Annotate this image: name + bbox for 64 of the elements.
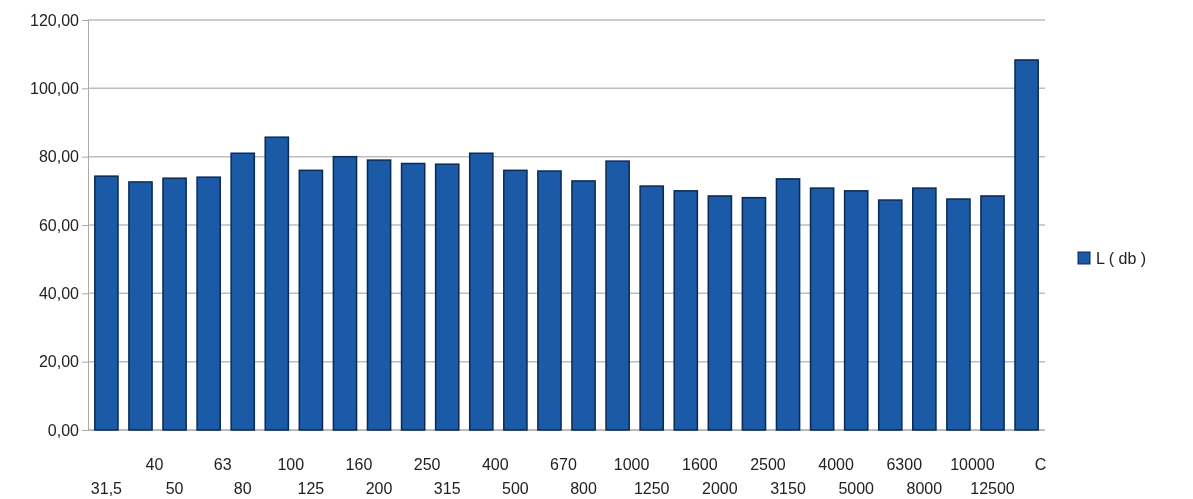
x-tick-label: 1250 xyxy=(633,480,670,497)
x-tick-label: 50 xyxy=(165,480,184,497)
bar xyxy=(605,160,630,431)
bar xyxy=(741,196,767,431)
y-tick-label: 100,00 xyxy=(30,79,80,97)
bar xyxy=(775,178,801,431)
x-tick-label: 2000 xyxy=(702,480,738,497)
bar xyxy=(877,199,903,431)
bar xyxy=(400,162,426,431)
bar xyxy=(434,163,460,431)
bar xyxy=(230,152,256,431)
bar xyxy=(980,195,1005,431)
bar xyxy=(707,195,733,431)
y-tick-label: 120,00 xyxy=(30,11,80,29)
x-tick-label: 670 xyxy=(550,456,577,473)
bar xyxy=(366,159,392,431)
bar xyxy=(503,169,528,431)
bar xyxy=(264,136,290,431)
x-tick-label: 40 xyxy=(145,456,164,473)
x-tick-label: 6300 xyxy=(886,456,923,473)
bar xyxy=(537,170,562,431)
bar xyxy=(912,187,937,431)
bar xyxy=(298,169,324,431)
bar xyxy=(332,155,358,431)
x-tick-label: 100 xyxy=(277,456,305,473)
x-tick-label: 125 xyxy=(297,480,325,497)
x-tick-label: 160 xyxy=(345,456,373,473)
y-tick-label: 20,00 xyxy=(38,353,80,371)
x-tick-label: 3150 xyxy=(770,480,806,497)
legend-label: L ( db ) xyxy=(1096,250,1147,267)
x-tick-label: 400 xyxy=(481,456,509,473)
x-tick-label: 200 xyxy=(365,480,393,497)
x-tick-label: 1000 xyxy=(613,456,650,473)
x-tick-label: 63 xyxy=(213,456,232,473)
bar xyxy=(162,177,187,431)
x-tick-label: 4000 xyxy=(818,456,855,473)
bar xyxy=(571,180,596,431)
x-tick-label: 10000 xyxy=(950,456,995,473)
x-tick-label: 5000 xyxy=(838,480,875,497)
x-tick-label: 2500 xyxy=(750,456,786,473)
x-tick-label: 800 xyxy=(570,480,597,497)
x-tick-label: 12500 xyxy=(970,480,1015,497)
x-tick-label: C xyxy=(1034,456,1047,473)
bar xyxy=(94,175,119,431)
bar xyxy=(468,152,494,431)
bar xyxy=(1014,59,1039,431)
y-tick-label: 0,00 xyxy=(47,421,80,439)
bar xyxy=(128,181,153,431)
x-tick-label: 500 xyxy=(502,480,529,497)
x-tick-label: 315 xyxy=(433,480,461,497)
bar xyxy=(673,190,699,431)
bar xyxy=(196,176,221,431)
x-tick-label: 8000 xyxy=(906,480,943,497)
x-tick-label: 31,5 xyxy=(90,480,123,497)
y-tick-label: 40,00 xyxy=(38,284,80,302)
y-tick-label: 60,00 xyxy=(38,216,80,234)
bar xyxy=(809,187,835,431)
x-tick-label: 80 xyxy=(233,480,252,497)
bar xyxy=(843,190,869,431)
bar xyxy=(946,198,971,431)
x-tick-label: 1600 xyxy=(681,456,718,473)
x-tick-label: 250 xyxy=(413,456,441,473)
y-tick-label: 80,00 xyxy=(38,148,80,166)
bar xyxy=(639,185,665,431)
